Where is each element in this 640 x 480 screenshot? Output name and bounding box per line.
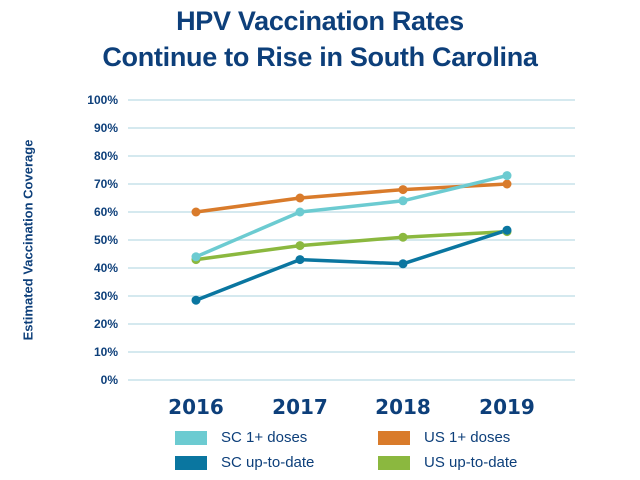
legend-label: SC up-to-date bbox=[221, 454, 315, 471]
y-tick-label: 90% bbox=[94, 121, 118, 135]
legend-label: SC 1+ doses bbox=[221, 429, 308, 446]
y-tick-label: 100% bbox=[87, 93, 118, 107]
data-point-sc-up-to-date bbox=[398, 259, 408, 269]
data-point-sc-up-to-date bbox=[191, 295, 201, 305]
y-tick-label: 80% bbox=[94, 149, 118, 163]
y-tick-label: 20% bbox=[94, 317, 118, 331]
legend-item-sc-1-doses: SC 1+ doses bbox=[175, 429, 307, 446]
series-line-sc-1-doses bbox=[195, 173, 508, 259]
x-tick-label: 2019 bbox=[479, 395, 535, 419]
data-point-us-up-to-date bbox=[295, 241, 305, 251]
data-point-sc-up-to-date bbox=[295, 255, 305, 265]
data-point-sc-1-doses bbox=[191, 252, 201, 262]
legend-label: US 1+ doses bbox=[424, 429, 511, 446]
x-tick-label: 2017 bbox=[272, 395, 328, 419]
x-tick-label: 2016 bbox=[168, 395, 224, 419]
data-point-sc-1-doses bbox=[295, 207, 305, 217]
data-point-sc-up-to-date bbox=[502, 225, 512, 235]
series-line-sc-up-to-date bbox=[195, 228, 508, 302]
y-tick-label: 30% bbox=[94, 289, 118, 303]
data-point-us-1-doses bbox=[398, 185, 408, 195]
chart-title-line-2: Continue to Rise in South Carolina bbox=[102, 42, 538, 72]
data-point-us-up-to-date bbox=[398, 232, 408, 242]
chart-title-line-1: HPV Vaccination Rates bbox=[176, 6, 464, 36]
data-point-sc-1-doses bbox=[502, 171, 512, 181]
legend-swatch-us-up-to-date bbox=[378, 455, 410, 470]
y-tick-label: 40% bbox=[94, 261, 118, 275]
legend-swatch-sc-1-doses bbox=[175, 430, 207, 445]
legend-item-sc-up-to-date: SC up-to-date bbox=[175, 454, 314, 471]
y-tick-label: 60% bbox=[94, 205, 118, 219]
legend-item-us-1-doses: US 1+ doses bbox=[378, 429, 510, 446]
series-line-us-up-to-date bbox=[195, 229, 508, 262]
y-tick-label: 50% bbox=[94, 233, 118, 247]
x-tick-label: 2018 bbox=[375, 395, 431, 419]
legend-swatch-us-1-doses bbox=[378, 430, 410, 445]
data-point-us-1-doses bbox=[191, 207, 201, 217]
y-tick-label: 70% bbox=[94, 177, 118, 191]
legend-item-us-up-to-date: US up-to-date bbox=[378, 454, 517, 471]
data-point-us-1-doses bbox=[295, 193, 305, 203]
y-tick-label: 0% bbox=[101, 373, 119, 387]
y-tick-label: 10% bbox=[94, 345, 118, 359]
data-point-us-1-doses bbox=[502, 179, 512, 189]
legend-swatch-sc-up-to-date bbox=[175, 455, 207, 470]
data-point-sc-1-doses bbox=[398, 196, 408, 206]
legend-label: US up-to-date bbox=[424, 454, 518, 471]
